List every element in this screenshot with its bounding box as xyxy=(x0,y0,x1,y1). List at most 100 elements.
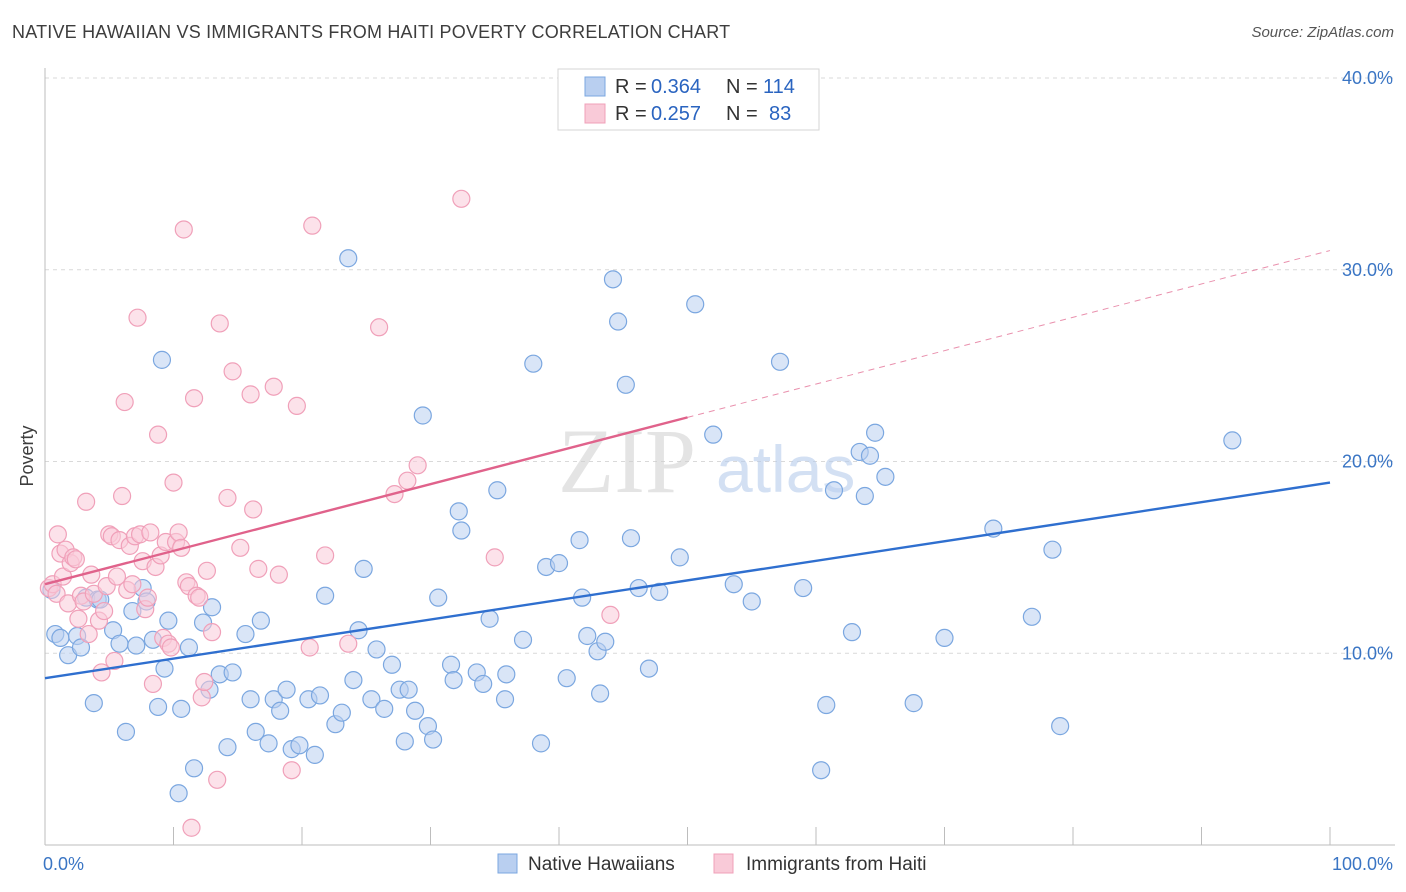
native-hawaiian-point xyxy=(316,586,335,605)
native-hawaiian-point xyxy=(332,703,351,722)
native-hawaiian-point xyxy=(603,270,623,289)
native-hawaiian-point xyxy=(639,659,659,678)
native-hawaiian-point xyxy=(375,699,394,718)
native-hawaiian-point xyxy=(423,730,443,749)
native-hawaiian-point xyxy=(127,636,146,655)
axes xyxy=(44,68,1395,846)
x-tick-label: 0.0% xyxy=(43,854,84,874)
legend-swatch-native-hawaiians xyxy=(584,76,606,97)
native-hawaiian-point xyxy=(842,623,862,642)
native-hawaiian-point xyxy=(591,684,610,703)
haiti-point xyxy=(249,559,268,578)
native-hawaiian-point xyxy=(670,548,689,567)
native-hawaiian-point xyxy=(413,406,432,425)
native-hawaiian-point xyxy=(866,423,885,442)
native-hawaiian-point xyxy=(1022,607,1041,626)
native-hawaiian-point xyxy=(441,655,461,674)
chart-title: NATIVE HAWAIIAN VS IMMIGRANTS FROM HAITI… xyxy=(12,22,731,42)
haiti-point xyxy=(66,550,85,569)
haiti-trend-extension xyxy=(687,250,1331,418)
native-hawaiian-point xyxy=(570,531,589,550)
native-hawaiian-point xyxy=(241,690,260,709)
native-hawaiian-point xyxy=(474,674,493,694)
haiti-point xyxy=(123,575,142,594)
native-hawaiian-point xyxy=(354,559,373,578)
haiti-point xyxy=(244,500,263,519)
native-hawaiian-point xyxy=(704,425,723,444)
y-tick-label: 30.0% xyxy=(1342,260,1393,280)
haiti-point xyxy=(161,638,181,657)
native-hawaiian-point xyxy=(218,738,237,757)
native-hawaiian-point xyxy=(382,655,402,674)
haiti-point xyxy=(601,605,620,625)
haiti-point xyxy=(303,216,322,235)
native-hawaiian-point xyxy=(179,638,199,657)
native-hawaiian-point xyxy=(904,694,923,713)
haiti-point xyxy=(202,623,222,642)
native-hawaiian-point xyxy=(277,680,296,699)
haiti-point xyxy=(77,492,96,511)
native-hawaiian-point xyxy=(367,640,386,659)
native-hawaiian-point xyxy=(480,609,499,628)
native-hawaiian-point xyxy=(399,680,418,699)
native-hawaiian-point xyxy=(742,592,761,611)
haiti-point xyxy=(210,314,229,333)
native-hawaiian-point xyxy=(152,350,172,369)
native-hawaiian-point xyxy=(557,669,576,688)
haiti-point xyxy=(398,471,417,490)
haiti-point xyxy=(408,456,427,475)
legend-r-value-2: 0.257 xyxy=(651,103,701,125)
haiti-point xyxy=(370,318,389,337)
native-hawaiian-point xyxy=(452,521,471,540)
native-hawaiian-point xyxy=(1223,431,1242,450)
native-hawaiian-point xyxy=(223,663,242,682)
native-hawaiian-point xyxy=(339,249,358,268)
trend-lines xyxy=(44,250,1331,680)
native-hawaiian-point xyxy=(1043,540,1062,559)
haiti-point xyxy=(174,220,193,239)
haiti-point xyxy=(48,525,67,544)
haiti-point xyxy=(169,523,188,542)
legend-n-value-1: 114 xyxy=(763,76,795,98)
haiti-point xyxy=(128,308,147,327)
haiti-point xyxy=(197,561,217,580)
bottom-swatch-native-hawaiians xyxy=(497,853,518,874)
legend-n-value-2: 83 xyxy=(769,103,791,125)
native-hawaiian-point xyxy=(110,634,129,653)
haiti-point xyxy=(339,634,358,653)
x-tick-label: 100.0% xyxy=(1332,854,1393,874)
native-hawaiian-point xyxy=(116,722,136,741)
source-label: Source: ZipAtlas.com xyxy=(1251,24,1394,41)
haiti-point xyxy=(143,674,163,694)
haiti-point xyxy=(192,688,211,707)
haiti-point xyxy=(112,486,132,506)
native-hawaiian-point xyxy=(246,722,265,741)
haiti-point xyxy=(115,392,134,412)
native-hawaiian-point xyxy=(344,670,363,690)
haiti-point xyxy=(148,425,168,444)
haiti-point xyxy=(141,523,160,542)
native-hawaiian-point xyxy=(621,529,641,548)
haiti-point xyxy=(95,601,114,621)
haiti-point xyxy=(218,488,237,508)
haiti-point xyxy=(300,638,319,657)
native-hawaiian-point xyxy=(449,502,468,521)
series-legend: Native Hawaiians Immigrants from Haiti xyxy=(497,853,927,875)
stats-legend: R = 0.364 N = 114 R = 0.257 N = 83 xyxy=(557,68,820,131)
native-hawaiian-point xyxy=(876,467,895,486)
tick-labels: 10.0% 20.0% 30.0% 40.0% 0.0% 100.0% xyxy=(43,68,1393,874)
native-hawaiian-point xyxy=(578,626,597,646)
native-hawaiian-point xyxy=(724,575,743,594)
native-hawaiian-point xyxy=(812,761,831,780)
watermark: ZIP xyxy=(558,410,696,512)
y-tick-label: 40.0% xyxy=(1342,68,1393,88)
data-points xyxy=(39,189,1242,837)
bottom-legend-immigrants-haiti: Immigrants from Haiti xyxy=(746,854,927,875)
native-hawaiian-point xyxy=(169,784,188,803)
native-hawaiian-point xyxy=(271,701,290,720)
native-hawaiian-point xyxy=(259,734,278,753)
legend-r-value-1: 0.364 xyxy=(651,76,701,98)
native-hawaiian-point xyxy=(84,694,103,713)
legend-r-label-1: R = xyxy=(615,76,647,98)
haiti-point xyxy=(79,624,98,644)
